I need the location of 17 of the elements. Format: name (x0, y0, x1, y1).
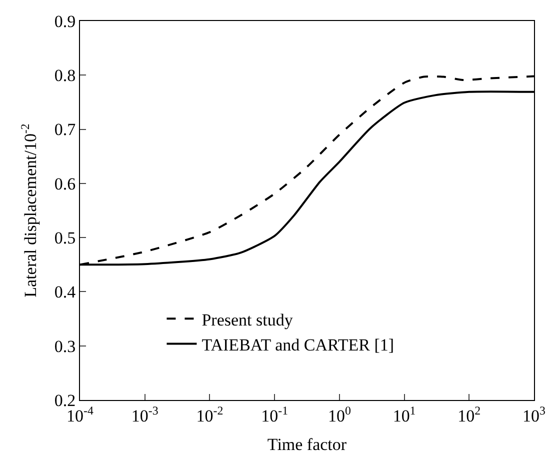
y-tick-label: 0.3 (54, 336, 76, 356)
y-tick-label: 0.5 (54, 228, 76, 248)
legend-label: Present study (202, 310, 294, 330)
y-tick-label: 0.8 (54, 66, 76, 86)
y-tick-label: 0.4 (54, 282, 76, 302)
x-tick-label: 10$^{-3}$ (131, 403, 158, 426)
x-tick-label: 10$^{0}$ (328, 403, 351, 426)
y-tick-label: 0.7 (54, 120, 76, 140)
y-tick-label: 0.9 (54, 12, 76, 31)
x-tick-label: 10$^{-1}$ (261, 403, 288, 426)
x-axis-title: Time factor (267, 435, 347, 454)
x-tick-label: 10$^{-2}$ (196, 403, 224, 426)
x-tick-label: 10$^{2}$ (458, 403, 481, 426)
x-tick-label: 10$^{3}$ (522, 403, 546, 426)
y-tick-label: 0.6 (54, 174, 76, 194)
legend-label: TAIEBAT and CARTER [1] (202, 335, 394, 354)
x-tick-label: 10$^{1}$ (392, 403, 416, 426)
